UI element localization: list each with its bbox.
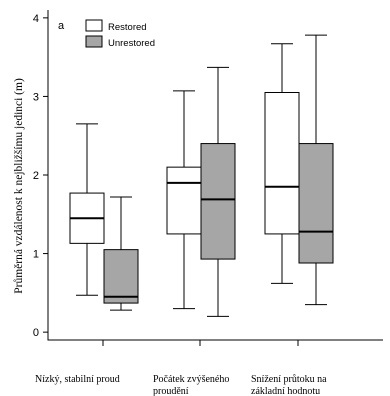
y-tick-label: 1 <box>33 249 39 261</box>
legend-label: Restored <box>108 22 147 33</box>
box-unrestored <box>103 249 139 304</box>
y-tick-label: 0 <box>33 327 39 339</box>
x-category-label: Počátek zvýšeného proudění <box>153 374 229 396</box>
legend-swatch <box>85 35 103 48</box>
x-category-label: Nízký, stabilní proud <box>35 374 120 385</box>
box-unrestored <box>200 143 236 260</box>
legend-swatch <box>85 19 103 32</box>
box-restored <box>166 166 202 235</box>
y-axis-label: Průměrná vzdálenost k nejbližšímu jedinc… <box>12 78 25 294</box>
y-tick-label: 2 <box>33 170 39 182</box>
panel-label: a <box>58 20 65 32</box>
y-tick-label: 3 <box>33 91 39 103</box>
plot-area: 0 1 2 3 4 a Restored Unrestored Nízký, stabilní … <box>33 10 383 396</box>
legend-label: Unrestored <box>108 38 155 49</box>
x-category-label: Snížení průtoku na základní hodnotu <box>251 374 327 396</box>
box-restored <box>264 92 300 235</box>
box-unrestored <box>298 143 334 264</box>
y-tick-label: 4 <box>33 13 39 25</box>
axis-frame <box>47 10 383 341</box>
